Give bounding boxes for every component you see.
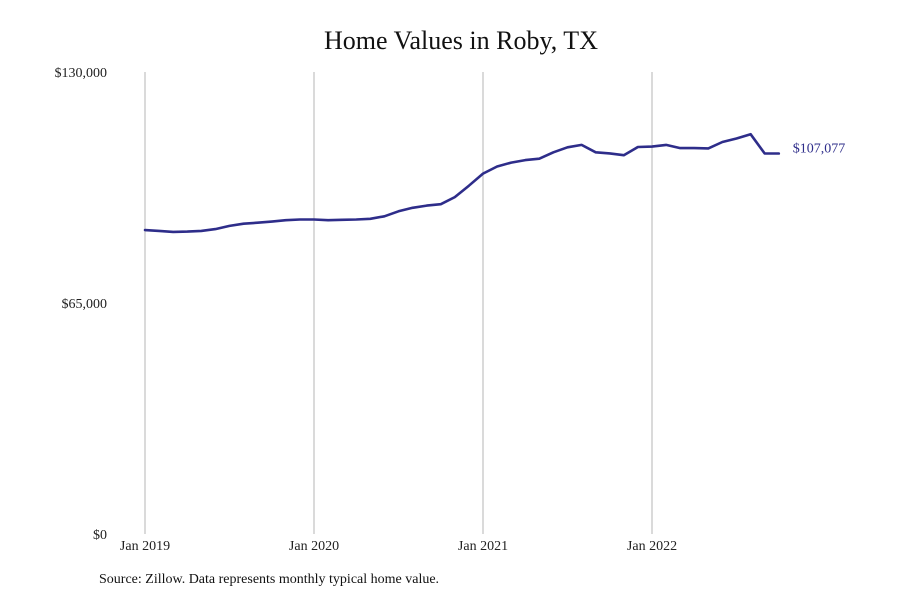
x-axis-ticks: Jan 2019 Jan 2020 Jan 2021 Jan 2022: [120, 539, 677, 554]
x-tick-label: Jan 2020: [289, 539, 339, 554]
y-tick-label: $130,000: [55, 66, 108, 81]
latest-value-label: $107,077: [793, 141, 846, 156]
x-tick-label: Jan 2019: [120, 539, 170, 554]
x-tick-label: Jan 2021: [458, 539, 508, 554]
y-tick-label: $0: [93, 528, 107, 543]
chart-title: Home Values in Roby, TX: [324, 26, 598, 55]
x-tick-label: Jan 2022: [627, 539, 677, 554]
chart-source-note: Source: Zillow. Data represents monthly …: [99, 572, 440, 587]
x-gridlines: [144, 72, 653, 534]
y-axis-ticks: $0 $65,000 $130,000: [55, 66, 108, 543]
home-value-line: [143, 132, 781, 234]
y-tick-label: $65,000: [62, 297, 108, 312]
